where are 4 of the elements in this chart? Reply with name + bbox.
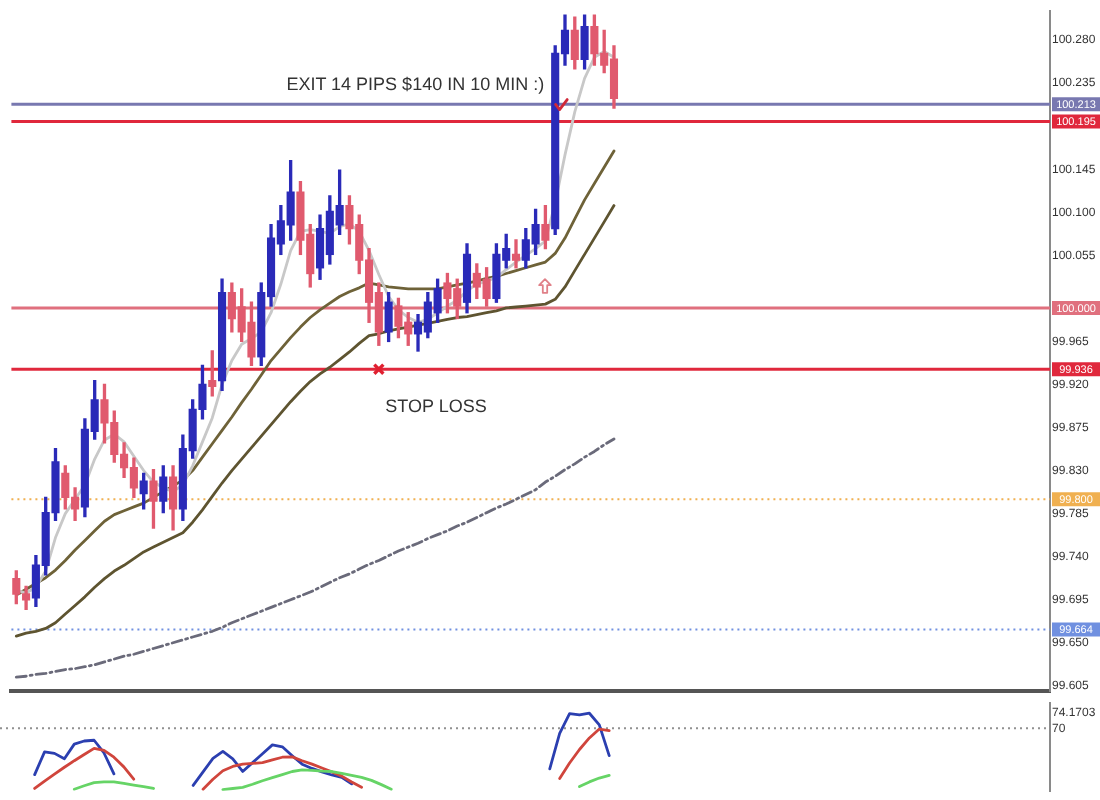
annotation: STOP LOSS [385, 396, 487, 417]
annotation: EXIT 14 PIPS $140 IN 10 MIN :) [286, 74, 545, 95]
line-series [14, 437, 616, 679]
candlestick [511, 239, 521, 269]
